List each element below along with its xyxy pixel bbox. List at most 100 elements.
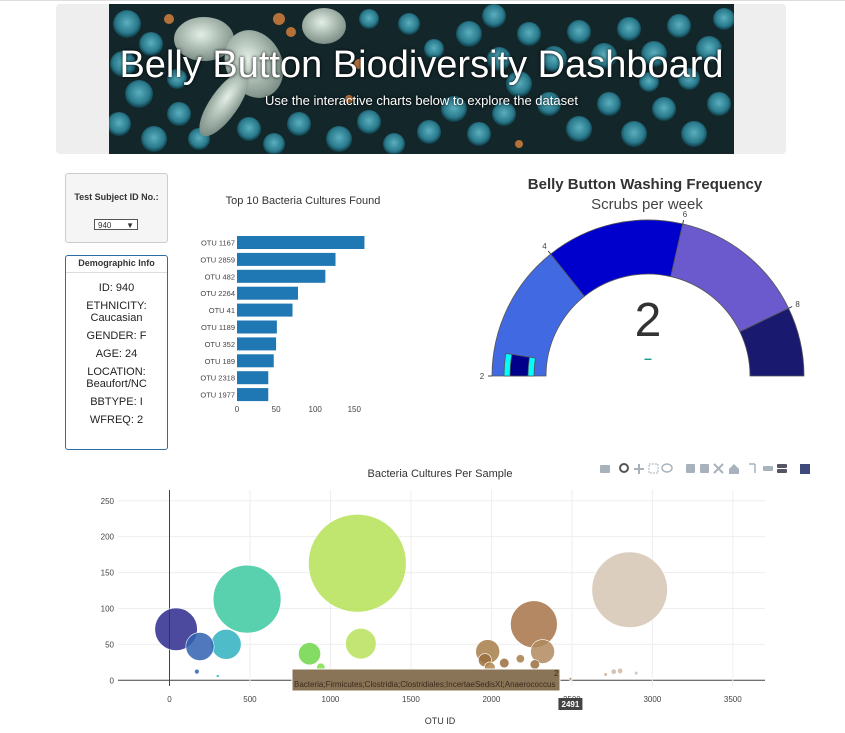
bubble-x-tick-label: 3000 bbox=[643, 695, 661, 704]
bubble-x-tick-label: 3500 bbox=[724, 695, 742, 704]
bubble-point bbox=[194, 668, 200, 675]
bubble-point bbox=[617, 667, 624, 674]
top10-bar-chart: Top 10 Bacteria Cultures Found 0 50 100 150… bbox=[200, 195, 381, 414]
gauge-tick-label: 8 bbox=[795, 300, 800, 309]
bar-x-tick-label: 150 bbox=[348, 405, 362, 414]
bubble-y-tick-label: 250 bbox=[101, 497, 115, 506]
subject-selector-panel: Test Subject ID No.: 940 ▼ bbox=[65, 173, 168, 243]
bar bbox=[237, 354, 274, 368]
bubble-y-tick-label: 100 bbox=[101, 604, 115, 613]
demo-age: AGE: 24 bbox=[95, 348, 138, 360]
bar bbox=[237, 303, 293, 317]
bar bbox=[237, 371, 269, 385]
bubble-point bbox=[185, 632, 215, 661]
bubble-y-tick-label: 0 bbox=[110, 676, 115, 685]
bubble-x-tick-label: 1500 bbox=[402, 695, 420, 704]
bar-category-label: OTU 1167 bbox=[201, 239, 235, 248]
bubble-y-tick-label: 50 bbox=[105, 640, 114, 649]
plotly-logo-icon[interactable] bbox=[800, 464, 810, 474]
camera-icon[interactable] bbox=[600, 465, 610, 473]
bubble-point bbox=[603, 672, 608, 677]
hover-closest-icon[interactable] bbox=[763, 466, 773, 471]
gauge-delta: – bbox=[644, 350, 652, 366]
washing-frequency-gauge: Belly Button Washing Frequency Scrubs pe… bbox=[480, 176, 805, 381]
bubble-point bbox=[298, 642, 321, 666]
bar-x-tick-label: 100 bbox=[309, 405, 323, 414]
demo-bbtype: BBTYPE: I bbox=[90, 396, 143, 408]
bubble-x-tick-label: 1000 bbox=[322, 695, 340, 704]
plot-modebar bbox=[600, 463, 810, 474]
subject-id-select[interactable]: 940 ▼ bbox=[94, 219, 138, 230]
gauge-tick-label: 2 bbox=[480, 372, 485, 381]
bar-category-label: OTU 2264 bbox=[200, 289, 235, 298]
bubble-point bbox=[215, 674, 220, 678]
bar-category-label: OTU 189 bbox=[205, 357, 235, 366]
bar-category-label: OTU 1977 bbox=[200, 391, 235, 400]
subject-selector-label: Test Subject ID No.: bbox=[74, 192, 159, 202]
bar bbox=[237, 269, 326, 283]
lasso-icon[interactable] bbox=[661, 463, 673, 473]
bubble-chart-title: Bacteria Cultures Per Sample bbox=[368, 468, 513, 480]
bubble-x-tick-label: 500 bbox=[243, 695, 257, 704]
hover-compare-icon[interactable] bbox=[777, 464, 787, 468]
gauge-step bbox=[739, 307, 805, 377]
zoom-out-icon[interactable] bbox=[700, 464, 709, 473]
bubble-tooltip-text: Bacteria;Firmicutes;Clostridia;Clostridi… bbox=[294, 680, 555, 689]
bubble-point bbox=[529, 659, 540, 670]
gauge-tick-label: 4 bbox=[542, 242, 547, 251]
chevron-down-icon: ▼ bbox=[126, 221, 134, 230]
zoom-in-icon[interactable] bbox=[686, 464, 695, 473]
bar bbox=[237, 388, 269, 402]
bar bbox=[237, 286, 298, 300]
zoom-icon[interactable] bbox=[619, 463, 629, 473]
gauge-value: 2 bbox=[635, 294, 662, 347]
bubble-x-tick-label: 2000 bbox=[482, 695, 500, 704]
bubble-x-tick-label: 0 bbox=[167, 695, 172, 704]
bar bbox=[237, 320, 277, 334]
bar-category-label: OTU 2859 bbox=[200, 255, 235, 264]
bubble-x-axis-label: OTU ID bbox=[425, 716, 456, 726]
bar-category-label: OTU 2318 bbox=[200, 374, 235, 383]
bubble-point bbox=[591, 551, 668, 628]
bubble-tooltip bbox=[291, 668, 561, 692]
dashboard-subtitle: Use the interactive charts below to expl… bbox=[265, 93, 578, 108]
dashboard-title: Belly Button Biodiversity Dashboard bbox=[119, 44, 724, 86]
bubble-point bbox=[634, 670, 639, 676]
gauge-title: Belly Button Washing Frequency bbox=[528, 176, 763, 193]
demo-gender: GENDER: F bbox=[86, 330, 147, 342]
autoscale-icon[interactable] bbox=[713, 463, 724, 474]
bar-category-label: OTU 352 bbox=[205, 340, 235, 349]
demo-id: ID: 940 bbox=[98, 282, 135, 294]
demographic-info-panel: Demographic Info ID: 940 ETHNICITY: Cauc… bbox=[65, 255, 168, 450]
bubble-point bbox=[530, 639, 555, 664]
bubble-point bbox=[308, 514, 407, 613]
bubble-tooltip-value: 2 bbox=[554, 669, 559, 678]
bubble-point bbox=[154, 607, 198, 651]
spike-lines-icon[interactable] bbox=[749, 463, 756, 473]
gauge-tick bbox=[547, 250, 552, 255]
bar-category-label: OTU 1189 bbox=[201, 323, 235, 332]
bubble-y-tick-label: 150 bbox=[101, 569, 115, 578]
bar-category-label: OTU 41 bbox=[209, 306, 235, 315]
gauge-tick bbox=[682, 219, 685, 225]
pan-icon[interactable] bbox=[634, 464, 644, 474]
gauge-tick-label: 6 bbox=[683, 210, 688, 219]
top-border bbox=[0, 0, 845, 4]
bar-chart-title: Top 10 Bacteria Cultures Found bbox=[226, 195, 381, 207]
subject-id-value: 940 bbox=[98, 221, 112, 230]
bubble-point bbox=[345, 628, 377, 660]
bubble-point bbox=[499, 657, 510, 669]
bubble-point bbox=[568, 677, 573, 681]
home-icon[interactable] bbox=[729, 464, 739, 474]
gauge-tick bbox=[788, 306, 793, 309]
demo-wfreq: WFREQ: 2 bbox=[89, 414, 144, 426]
header-banner bbox=[109, 4, 734, 154]
bar bbox=[237, 252, 336, 266]
gauge-value-bar bbox=[509, 353, 530, 377]
bubble-point bbox=[210, 629, 242, 660]
banner-bacteria-image bbox=[109, 4, 734, 154]
box-select-icon[interactable] bbox=[648, 463, 659, 474]
bubble-point bbox=[515, 654, 525, 664]
demographic-info-body: ID: 940 ETHNICITY: Caucasian GENDER: F A… bbox=[66, 282, 167, 432]
bubble-y-tick-label: 200 bbox=[101, 533, 115, 542]
